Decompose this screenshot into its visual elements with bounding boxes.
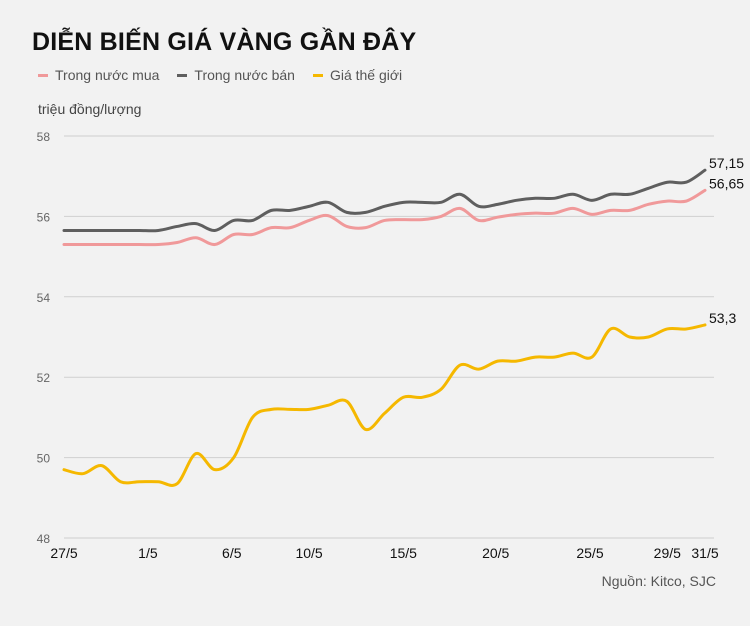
x-tick-label: 25/5 — [576, 545, 603, 561]
series-line-1 — [62, 168, 707, 233]
legend-item-buy: Trong nước mua — [38, 67, 159, 83]
legend-swatch-sell — [177, 73, 188, 77]
y-tick-label: 56 — [37, 210, 51, 224]
series-line-2 — [62, 323, 707, 487]
legend-item-sell: Trong nước bán — [177, 67, 295, 83]
legend-label-buy: Trong nước mua — [55, 67, 160, 83]
source-note: Nguồn: Kitco, SJC — [601, 573, 716, 589]
chart-title: DIỄN BIẾN GIÁ VÀNG GẦN ĐÂY — [32, 28, 417, 56]
legend-label-world: Giá thế giới — [329, 67, 403, 83]
x-tick-label: 6/5 — [222, 545, 242, 561]
y-tick-label: 48 — [37, 532, 51, 546]
legend-swatch-buy — [38, 73, 48, 77]
x-tick-label: 15/5 — [390, 545, 417, 561]
end-value-label: 56,65 — [709, 175, 744, 191]
legend-swatch-world — [312, 73, 323, 77]
end-value-label: 57,15 — [709, 155, 744, 171]
x-tick-label: 10/5 — [295, 545, 322, 561]
x-tick-label: 20/5 — [482, 545, 509, 561]
x-tick-label: 1/5 — [138, 545, 158, 561]
end-value-label: 53,3 — [709, 310, 736, 326]
legend-label-sell: Trong nước bán — [194, 67, 295, 83]
y-tick-label: 54 — [37, 291, 51, 305]
series-line-0 — [62, 188, 707, 247]
y-tick-label: 50 — [37, 452, 51, 466]
legend-item-world: Giá thế giới — [312, 67, 403, 83]
legend: Trong nước mua Trong nước bán Giá thế gi… — [38, 67, 402, 83]
x-tick-label: 29/5 — [654, 545, 681, 561]
x-tick-label: 27/5 — [50, 545, 77, 561]
y-axis-unit: triệu đồng/lượng — [38, 101, 142, 117]
y-tick-label: 52 — [37, 371, 51, 385]
x-tick-label: 31/5 — [691, 545, 718, 561]
y-tick-label: 58 — [37, 130, 51, 144]
